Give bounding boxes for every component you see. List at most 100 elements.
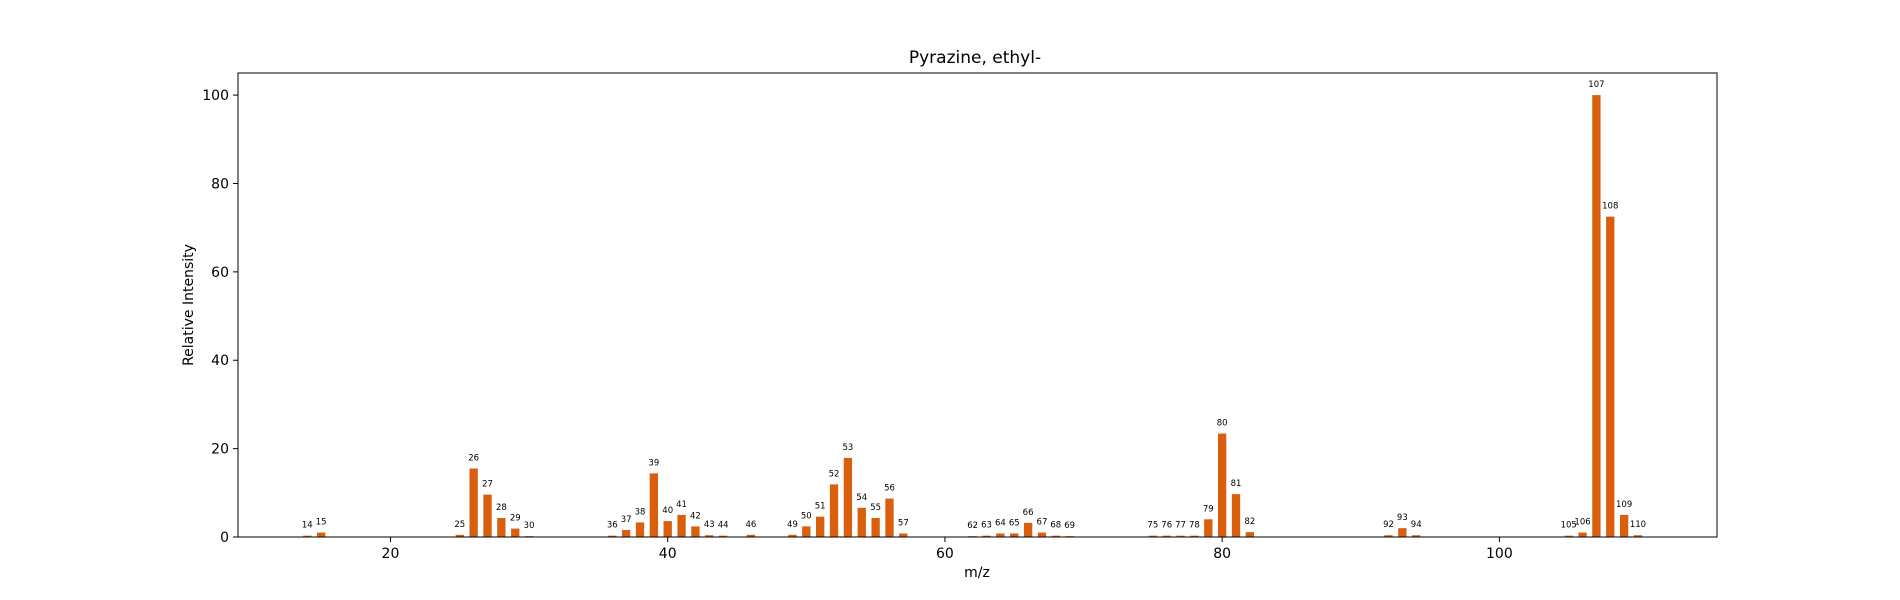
- peak-bar: [1592, 95, 1601, 537]
- peak-bar: [608, 535, 617, 537]
- peak-bar: [677, 514, 686, 537]
- peak-label: 65: [1009, 518, 1020, 528]
- peak-bar: [1633, 535, 1643, 537]
- peak-bar: [317, 532, 326, 537]
- peak-bar: [1010, 533, 1019, 537]
- peak-label: 51: [815, 502, 826, 512]
- peak-bar: [691, 526, 700, 537]
- peak-label: 66: [1023, 508, 1034, 518]
- peak-label: 109: [1616, 500, 1632, 510]
- peak-bar: [483, 494, 492, 537]
- peak-label: 40: [662, 506, 673, 516]
- peak-bar: [621, 529, 631, 537]
- peak-label: 63: [981, 521, 992, 531]
- x-tick-label: 60: [936, 546, 954, 562]
- peak-bar: [788, 534, 797, 537]
- peak-label: 69: [1064, 521, 1075, 531]
- peak-label: 43: [704, 520, 715, 530]
- peak-label: 42: [690, 511, 701, 521]
- peak-bar: [857, 507, 866, 537]
- peak-label: 79: [1203, 504, 1214, 514]
- y-tick-label: 100: [202, 88, 229, 104]
- peak-bar: [816, 516, 825, 537]
- peak-bar: [1384, 535, 1393, 537]
- peak-label: 57: [898, 518, 909, 528]
- peak-label: 94: [1411, 520, 1422, 530]
- x-tick-label: 100: [1486, 546, 1513, 562]
- peak-label: 110: [1630, 520, 1646, 530]
- peak-bar: [1148, 535, 1158, 537]
- peak-bar: [635, 522, 645, 537]
- peak-label: 93: [1397, 513, 1408, 523]
- peak-label: 77: [1175, 521, 1186, 531]
- peak-bar: [649, 473, 658, 537]
- peak-label: 29: [510, 514, 521, 524]
- peak-bar: [718, 535, 728, 537]
- peak-label: 39: [648, 458, 659, 468]
- x-tick-label: 40: [659, 546, 677, 562]
- peak-bar: [705, 535, 714, 537]
- peak-bar: [871, 518, 880, 537]
- peak-label: 68: [1050, 521, 1061, 531]
- peak-bar: [1245, 532, 1255, 537]
- x-tick-label: 20: [382, 546, 400, 562]
- peak-label: 92: [1383, 520, 1394, 530]
- y-tick-label: 40: [211, 353, 229, 369]
- peak-bar: [982, 535, 991, 537]
- peak-label: 106: [1574, 518, 1590, 528]
- peak-bar: [469, 468, 478, 537]
- peak-label: 27: [482, 480, 493, 490]
- peak-label: 44: [718, 521, 729, 531]
- peak-label: 50: [801, 511, 812, 521]
- peak-label: 49: [787, 520, 798, 530]
- peak-label: 53: [842, 443, 853, 453]
- peak-bar: [303, 535, 312, 537]
- peak-bar: [1190, 535, 1199, 537]
- y-tick-label: 20: [211, 442, 229, 458]
- peak-label: 15: [316, 518, 327, 528]
- axes-layer: 20 40 60 80 100 0 20 40 60 80 100: [202, 88, 1512, 562]
- peak-label: 46: [745, 520, 756, 530]
- y-axis-title: Relative Intensity: [181, 244, 197, 366]
- peak-bar: [1176, 535, 1185, 537]
- x-axis-title: m/z: [964, 565, 990, 581]
- peak-label: 108: [1602, 202, 1618, 212]
- peak-label: 41: [676, 500, 687, 510]
- peak-label: 80: [1217, 419, 1228, 429]
- peak-bar: [1204, 519, 1213, 537]
- peak-label: 37: [621, 515, 632, 525]
- peak-bar: [1606, 216, 1615, 537]
- peak-label: 38: [635, 507, 646, 517]
- plot-frame: [237, 72, 1718, 538]
- peak-bar: [1023, 522, 1033, 537]
- peak-label: 30: [524, 521, 535, 531]
- peak-label: 64: [995, 518, 1006, 528]
- peak-bar: [663, 521, 672, 537]
- y-tick-label: 60: [211, 265, 229, 281]
- peak-bar: [1564, 535, 1573, 537]
- peak-label: 105: [1561, 521, 1577, 531]
- peak-bar: [497, 518, 506, 537]
- peak-bar: [802, 526, 811, 537]
- x-tick-label: 80: [1213, 546, 1231, 562]
- peak-label: 55: [870, 503, 881, 513]
- peak-label: 75: [1147, 521, 1158, 531]
- peak-bar: [1578, 532, 1587, 537]
- peak-label: 52: [829, 469, 840, 479]
- peak-bar: [1162, 535, 1171, 537]
- peak-bar: [885, 498, 894, 537]
- peak-bar: [1037, 532, 1047, 537]
- peak-bar: [1217, 433, 1227, 537]
- peak-bar: [746, 534, 756, 537]
- peak-label: 14: [302, 521, 313, 531]
- peak-bar: [996, 533, 1005, 537]
- peak-label: 26: [468, 454, 479, 464]
- peak-label: 67: [1037, 518, 1048, 528]
- peak-bar: [829, 484, 839, 537]
- peak-label: 78: [1189, 521, 1200, 531]
- peak-bar: [511, 528, 520, 537]
- peak-label: 25: [454, 520, 465, 530]
- peak-label: 62: [967, 521, 978, 531]
